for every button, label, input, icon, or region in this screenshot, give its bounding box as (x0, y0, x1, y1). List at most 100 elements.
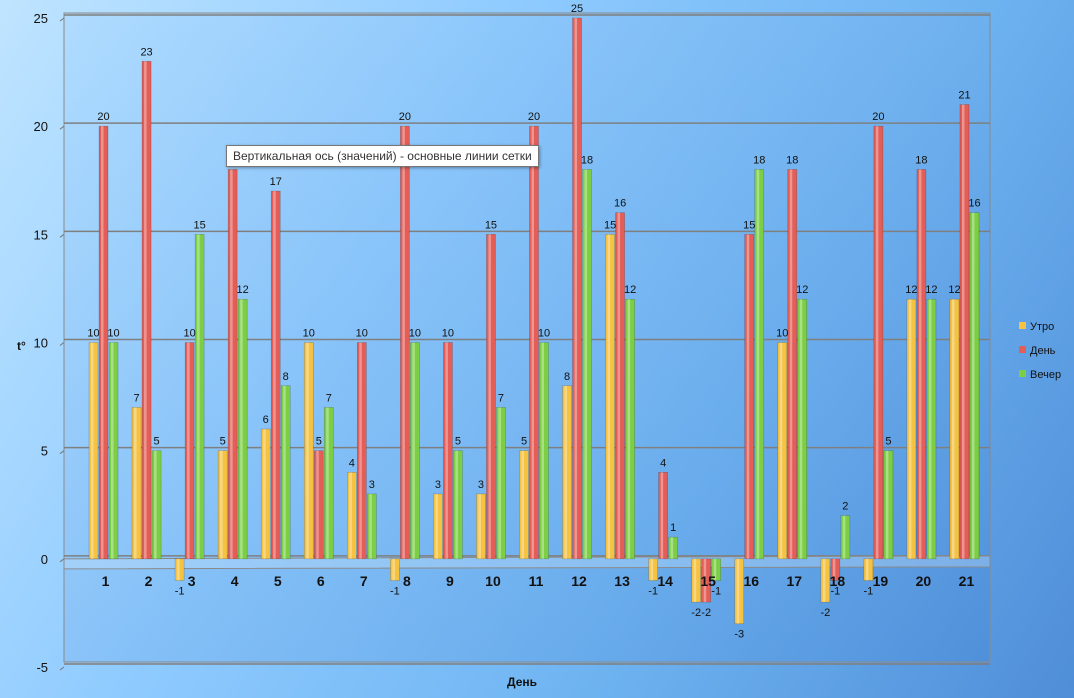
bar-Утро-1 (88, 342, 99, 560)
bar-Утро-10 (476, 493, 486, 560)
y-tick-1: 0 (41, 552, 48, 567)
bar-День-6 (313, 450, 324, 560)
bar-shine-1-7 (359, 342, 362, 559)
gridlines (59, 14, 991, 671)
x-tick-4: 4 (231, 573, 239, 589)
bar-Вечер-6 (323, 407, 334, 560)
bar-День-21 (959, 104, 970, 560)
bar-Вечер-10 (496, 407, 506, 560)
legend-label-2: Вечер (1030, 369, 1061, 381)
bar-shine-2-14 (670, 537, 674, 559)
bar-shine-2-16 (756, 169, 760, 559)
data-label-2-12: 18 (581, 154, 593, 166)
bar-Вечер-15 (711, 558, 721, 581)
x-tick-18: 18 (830, 573, 846, 589)
data-label-1-7: 10 (356, 328, 368, 340)
data-label-1-18: -1 (830, 585, 840, 597)
data-label-1-20: 18 (915, 154, 927, 166)
bar-Утро-13 (605, 234, 615, 560)
x-tick-6: 6 (317, 573, 325, 589)
x-axis-title: День (507, 675, 537, 689)
x-axis-ticks: 1 2 3 4 5 6 7 8 9 10 11 12 13 14 15 16 17 18 19 20 21 (102, 573, 975, 589)
bar-shine-0-11 (521, 450, 524, 559)
data-label-1-6: 5 (316, 436, 322, 448)
data-label-2-2: 5 (154, 436, 160, 448)
bar-shine-1-8 (402, 126, 405, 559)
bar-shine-1-4 (230, 169, 233, 559)
bar-День-3 (184, 342, 195, 560)
data-label-1-8: 20 (399, 111, 411, 123)
bar-День-4 (227, 169, 238, 560)
x-tick-2: 2 (145, 573, 153, 589)
data-label-1-1: 20 (97, 111, 109, 123)
bar-shine-2-3 (197, 234, 200, 559)
data-label-0-17: 10 (776, 328, 788, 340)
bar-shine-2-21 (971, 212, 975, 559)
data-labels: 1020107235-1101551812617810574103-120103… (87, 3, 980, 641)
data-label-0-21: 12 (948, 284, 960, 296)
bar-shine-0-14 (650, 558, 654, 581)
x-tick-10: 10 (485, 573, 501, 589)
data-label-0-13: 15 (604, 219, 616, 231)
legend-swatch-1 (1019, 346, 1026, 353)
bar-Утро-6 (303, 342, 314, 560)
data-label-2-6: 7 (326, 392, 332, 404)
bar-shine-2-13 (627, 299, 631, 559)
bar-shine-2-9 (455, 450, 458, 559)
bar-День-9 (443, 342, 453, 560)
data-label-2-16: 18 (753, 154, 765, 166)
data-label-2-20: 12 (925, 284, 937, 296)
x-tick-8: 8 (403, 573, 411, 589)
bar-Вечер-19 (883, 450, 894, 560)
bar-shine-1-6 (316, 450, 319, 559)
bar-shine-0-12 (564, 385, 568, 559)
y-tick-0: -5 (36, 660, 48, 675)
data-label-2-13: 12 (624, 284, 636, 296)
bar-shine-0-17 (779, 342, 783, 559)
data-label-0-4: 5 (220, 436, 226, 448)
bar-Утро-9 (433, 493, 443, 560)
bar-shine-1-11 (531, 126, 534, 559)
bar-Вечер-9 (453, 450, 463, 560)
bar-Вечер-14 (668, 536, 678, 560)
bar-Утро-3 (174, 558, 185, 581)
bar-День-17 (787, 169, 798, 560)
bar-shine-0-6 (306, 342, 309, 559)
bar-shine-0-21 (951, 299, 955, 559)
bar-Утро-11 (519, 450, 529, 560)
bar-День-16 (744, 234, 755, 560)
bar-shine-1-3 (187, 342, 190, 559)
bar-shine-1-20 (918, 169, 922, 559)
bar-Утро-14 (648, 558, 658, 581)
y-axis-title: t° (17, 339, 26, 353)
data-label-1-3: 10 (183, 328, 195, 340)
data-label-1-11: 20 (528, 111, 540, 123)
bar-shine-0-10 (478, 493, 481, 559)
data-label-1-5: 17 (270, 176, 282, 188)
bar-Вечер-1 (108, 342, 119, 560)
bar-shine-2-2 (154, 450, 157, 559)
data-label-2-7: 3 (369, 479, 375, 491)
data-label-1-10: 15 (485, 219, 497, 231)
bar-shine-2-18 (842, 515, 846, 559)
bar-Утро-8 (390, 558, 400, 581)
bar-shine-2-8 (412, 342, 415, 559)
x-tick-12: 12 (571, 573, 587, 589)
bar-shine-2-11 (541, 342, 544, 559)
data-label-0-18: -2 (820, 607, 830, 619)
data-label-0-10: 3 (478, 479, 484, 491)
bar-Утро-21 (949, 298, 960, 560)
bar-День-7 (357, 342, 367, 560)
bar-shine-2-1 (111, 342, 114, 559)
bar-shine-0-16 (736, 558, 740, 624)
bar-Утро-7 (347, 471, 357, 560)
legend-swatch-0 (1019, 322, 1026, 329)
data-label-2-18: 2 (842, 501, 848, 513)
x-tick-14: 14 (657, 573, 673, 589)
bar-shine-1-21 (961, 104, 965, 559)
bar-Утро-4 (217, 450, 228, 560)
y-axis-ticks: -5 0 5 10 15 20 25 (34, 11, 48, 675)
bar-shine-2-17 (799, 299, 803, 559)
bar-shine-0-5 (263, 429, 266, 559)
data-label-0-11: 5 (521, 436, 527, 448)
